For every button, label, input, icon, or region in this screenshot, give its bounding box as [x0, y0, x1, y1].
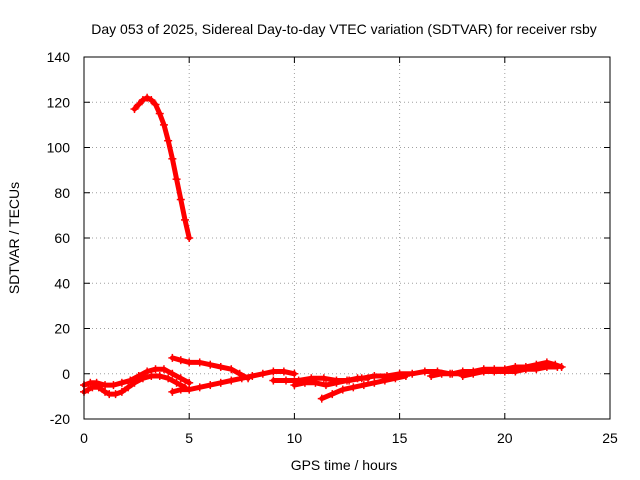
- y-tick-label: 0: [62, 366, 70, 382]
- x-tick-label: 10: [287, 430, 303, 446]
- y-tick-label: 40: [54, 275, 70, 291]
- x-tick-label: 5: [185, 430, 193, 446]
- y-tick-label: 140: [47, 49, 71, 65]
- x-axis-label: GPS time / hours: [291, 457, 398, 473]
- x-tick-label: 15: [392, 430, 408, 446]
- data-series: [80, 93, 566, 403]
- x-tick-label: 20: [497, 430, 513, 446]
- y-axis-label: SDTVAR / TECUs: [6, 182, 22, 294]
- y-tick-label: 100: [47, 140, 71, 156]
- x-axis-ticks: 0 5 10 15 20 25: [80, 57, 618, 446]
- y-tick-label: 120: [47, 94, 71, 110]
- x-tick-label: 0: [80, 430, 88, 446]
- y-tick-label: 60: [54, 230, 70, 246]
- y-tick-label: 80: [54, 185, 70, 201]
- y-axis-ticks: -20 0 20 40 60 80 100 120 140: [47, 49, 610, 427]
- y-tick-label: 20: [54, 321, 70, 337]
- chart-title: Day 053 of 2025, Sidereal Day-to-day VTE…: [91, 21, 597, 37]
- y-tick-label: -20: [50, 411, 70, 427]
- x-tick-label: 25: [602, 430, 618, 446]
- series-line: [460, 364, 560, 379]
